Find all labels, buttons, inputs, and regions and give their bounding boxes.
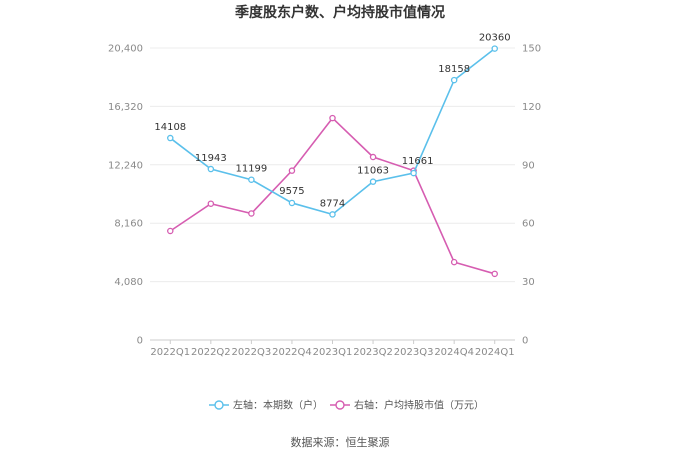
data-label: 11943 xyxy=(195,153,227,164)
x-tick-label: 2022Q2 xyxy=(191,347,231,358)
data-point-left xyxy=(207,165,215,173)
left-tick-label: 12,240 xyxy=(108,160,143,171)
right-tick-label: 90 xyxy=(522,160,535,171)
right-tick-label: 60 xyxy=(522,219,535,230)
x-axis: 2022Q1 2022Q2 2022Q3 2022Q4 2023Q1 2023Q2 2023… xyxy=(150,340,515,358)
x-tick-label: 2024Q4 xyxy=(434,347,474,358)
data-point-left xyxy=(410,169,417,177)
data-point-left xyxy=(329,211,336,218)
left-tick-label: 0 xyxy=(137,336,143,347)
left-axis: 0 4,080 8,160 12,240 16,320 20,400 xyxy=(108,44,143,347)
data-point-left xyxy=(450,76,458,84)
data-point-right xyxy=(369,153,377,161)
data-point-right xyxy=(207,200,215,207)
x-tick-label: 2022Q3 xyxy=(232,347,272,358)
data-point-left xyxy=(491,45,498,52)
data-label: 8774 xyxy=(320,198,345,209)
data-point-left xyxy=(288,199,296,207)
data-label: 11063 xyxy=(357,166,389,177)
data-point-right xyxy=(167,227,174,235)
x-tick-label: 2022Q1 xyxy=(150,347,190,358)
data-point-left xyxy=(369,178,377,185)
data-label: 14108 xyxy=(154,122,186,133)
legend-label[interactable]: 左轴：本期数（户） xyxy=(233,399,323,412)
source-note: 数据来源：恒生聚源 xyxy=(291,435,390,449)
data-point-right xyxy=(491,270,498,278)
data-label: 9575 xyxy=(279,186,304,197)
left-tick-label: 8,160 xyxy=(114,219,143,230)
data-label: 20360 xyxy=(479,33,511,44)
left-tick-label: 4,080 xyxy=(114,277,143,288)
right-tick-label: 30 xyxy=(522,277,535,288)
x-tick-label: 2023Q2 xyxy=(353,347,393,358)
data-point-left xyxy=(248,176,255,183)
data-point-right xyxy=(248,210,255,217)
data-point-right xyxy=(329,114,336,122)
right-axis: 0 30 60 90 120 150 xyxy=(522,44,541,347)
legend-swatch-marker xyxy=(214,400,224,410)
left-tick-label: 16,320 xyxy=(108,102,143,113)
chart-title: 季度股东户数、户均持股市值情况 xyxy=(234,4,445,21)
x-tick-label: 2024Q1 xyxy=(475,347,515,358)
legend-swatch-marker xyxy=(335,400,345,410)
right-tick-label: 120 xyxy=(522,102,541,113)
legend-label[interactable]: 右轴：户均持股市值（万元） xyxy=(354,399,484,412)
series-layer: 14108 11943 11199 9575 8774 11063 11661 18158 20… xyxy=(154,33,511,278)
left-tick-label: 20,400 xyxy=(108,44,143,55)
data-label: 11199 xyxy=(235,164,267,175)
x-tick-label: 2023Q3 xyxy=(394,347,434,358)
data-label: 11661 xyxy=(402,156,434,167)
right-tick-label: 150 xyxy=(522,44,541,55)
data-point-left xyxy=(167,134,174,142)
data-point-right xyxy=(288,167,296,174)
grid xyxy=(150,47,515,341)
data-point-right xyxy=(450,258,458,266)
series-line-right xyxy=(169,116,495,275)
data-label: 18158 xyxy=(438,64,470,75)
x-tick-label: 2022Q4 xyxy=(272,347,312,358)
right-tick-label: 0 xyxy=(522,336,528,347)
legend: 左轴：本期数（户） 右轴：户均持股市值（万元） xyxy=(209,399,484,412)
x-tick-label: 2023Q1 xyxy=(313,347,353,358)
